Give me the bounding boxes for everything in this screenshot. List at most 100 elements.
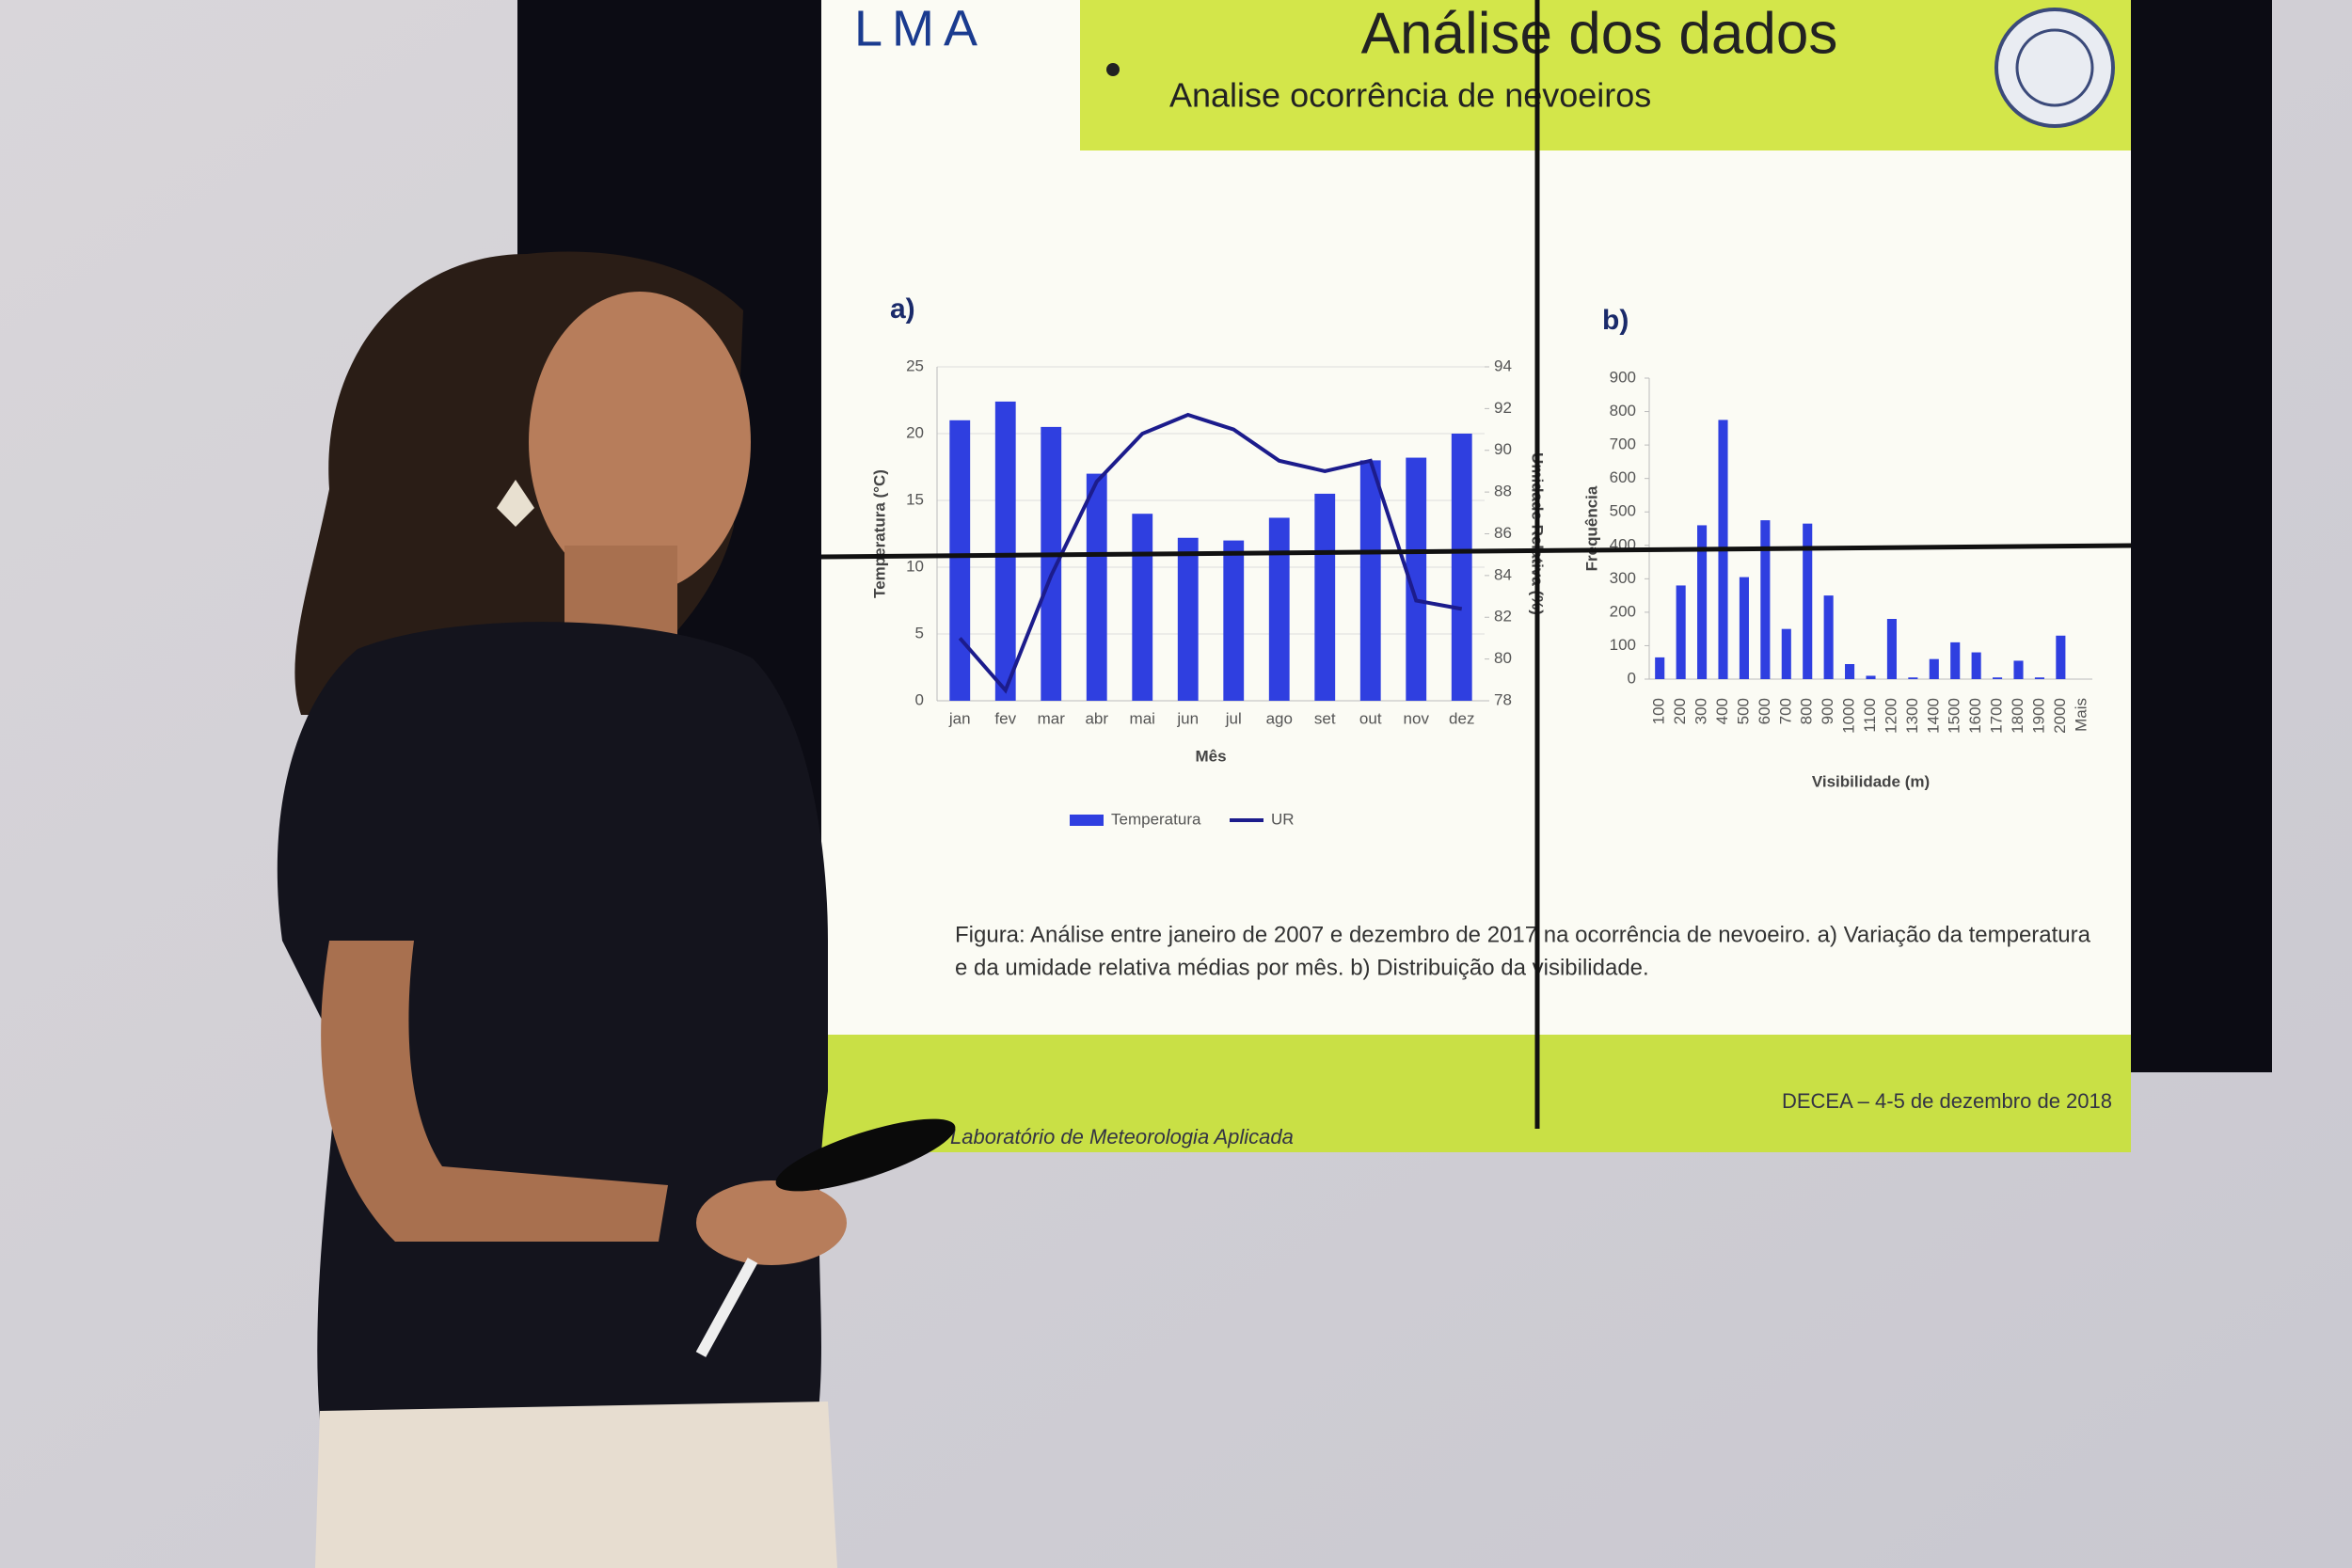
pen: [695, 1258, 758, 1357]
x-tick-label: 1700: [1988, 698, 2006, 734]
y2-tick-label: 78: [1494, 690, 1512, 708]
bar: [1676, 585, 1686, 679]
x-tick-label: dez: [1449, 709, 1474, 727]
y-tick-label: 800: [1610, 402, 1636, 420]
bar: [1760, 520, 1771, 679]
remote: [775, 1118, 956, 1192]
x-tick-label: 1900: [2029, 698, 2047, 734]
bar: [2013, 660, 2024, 679]
x-tick-label: mar: [1038, 709, 1066, 727]
bar: [1268, 517, 1290, 701]
footer-band: [821, 1035, 2131, 1152]
emblem-inner: [2015, 28, 2094, 107]
y-tick-label: 100: [1610, 636, 1636, 654]
x-tick-label: 700: [1776, 698, 1794, 724]
y2-tick-label: 90: [1494, 440, 1512, 458]
x-tick-label: 100: [1650, 698, 1668, 724]
bar: [1845, 664, 1855, 679]
bar: [1177, 537, 1199, 701]
x-tick-label: ago: [1266, 709, 1293, 727]
y-tick-label: 0: [1628, 669, 1636, 687]
x-tick-label: jun: [1176, 709, 1199, 727]
face: [529, 292, 751, 593]
x-tick-label: 400: [1713, 698, 1731, 724]
y2-tick-label: 82: [1494, 608, 1512, 626]
x-tick-label: jan: [948, 709, 971, 727]
emblem: [1994, 8, 2115, 128]
y-tick-label: 25: [906, 356, 924, 374]
x-tick-label: 1200: [1882, 698, 1899, 734]
bar: [1993, 677, 2003, 679]
x-tick-label: 1000: [1840, 698, 1858, 734]
line: [958, 412, 1463, 694]
x-tick-label: 300: [1692, 698, 1710, 724]
bar: [1803, 523, 1813, 679]
bar: [1132, 514, 1153, 701]
bar: [1223, 540, 1245, 701]
bar: [1823, 595, 1834, 679]
bar: [994, 401, 1016, 701]
bar: [1929, 658, 1939, 679]
y2-tick-label: 80: [1494, 649, 1512, 667]
bar: [1359, 460, 1381, 701]
y-tick-label: 0: [915, 690, 924, 708]
x-axis-title: Mês: [1195, 747, 1226, 765]
bar: [1950, 641, 1961, 679]
y-tick-label: 200: [1610, 602, 1636, 620]
bar: [949, 420, 971, 701]
screen-seam: [820, 543, 2132, 560]
x-tick-label: 2000: [2051, 698, 2069, 734]
x-tick-label: 200: [1671, 698, 1689, 724]
footer-right: DECEA – 4-5 de dezembro de 2018: [1782, 1089, 2112, 1113]
x-tick-label: set: [1314, 709, 1336, 727]
x-tick-label: fev: [994, 709, 1016, 727]
x-tick-label: jul: [1225, 709, 1242, 727]
y-tick-label: 900: [1610, 368, 1636, 386]
bar: [1041, 426, 1062, 701]
bar: [1781, 628, 1791, 679]
hands: [696, 1180, 847, 1265]
y-tick-label: 600: [1610, 468, 1636, 486]
bar: [1086, 473, 1107, 701]
y-axis-title: Temperatura (°C): [870, 469, 888, 598]
bar: [2056, 635, 2066, 679]
x-tick-label: 1300: [1903, 698, 1921, 734]
y-tick-label: 10: [906, 557, 924, 575]
x-tick-label: mai: [1130, 709, 1155, 727]
x-tick-label: 1100: [1861, 698, 1879, 733]
x-tick-label: out: [1359, 709, 1382, 727]
slide-title: Análise dos dados: [1361, 1, 1838, 66]
x-tick-label: 1600: [1966, 698, 1984, 734]
y2-tick-label: 88: [1494, 483, 1512, 500]
y2-tick-label: 94: [1494, 356, 1512, 374]
legend-label: UR: [1271, 810, 1295, 828]
bar: [1314, 493, 1336, 701]
x-axis-title: Visibilidade (m): [1812, 772, 1930, 790]
bullet-dot: [1106, 63, 1120, 76]
y2-tick-label: 84: [1494, 565, 1512, 583]
panel-label: a): [890, 293, 915, 325]
y2-tick-label: 86: [1494, 524, 1512, 542]
y2-tick-label: 92: [1494, 399, 1512, 417]
logo: LMA: [854, 0, 987, 56]
person: [277, 251, 956, 1568]
x-tick-label: abr: [1085, 709, 1108, 727]
y-tick-label: 500: [1610, 502, 1636, 520]
x-tick-label: 900: [1819, 698, 1836, 724]
earring: [497, 480, 534, 527]
bar: [1971, 652, 1981, 679]
header-band: [1080, 0, 2131, 150]
bar: [1739, 577, 1749, 679]
y-tick-label: 700: [1610, 436, 1636, 453]
y-axis-title: Frequência: [1582, 485, 1600, 571]
y-tick-label: 20: [906, 423, 924, 441]
legend-label: Temperatura: [1111, 810, 1201, 828]
x-tick-label: 1400: [1924, 698, 1942, 734]
bar: [1406, 457, 1427, 701]
caption: Figura: Análise entre janeiro de 2007 e …: [955, 922, 2091, 947]
panel-label: b): [1602, 305, 1629, 336]
y-tick-label: 15: [906, 490, 924, 508]
y-tick-label: 300: [1610, 569, 1636, 587]
